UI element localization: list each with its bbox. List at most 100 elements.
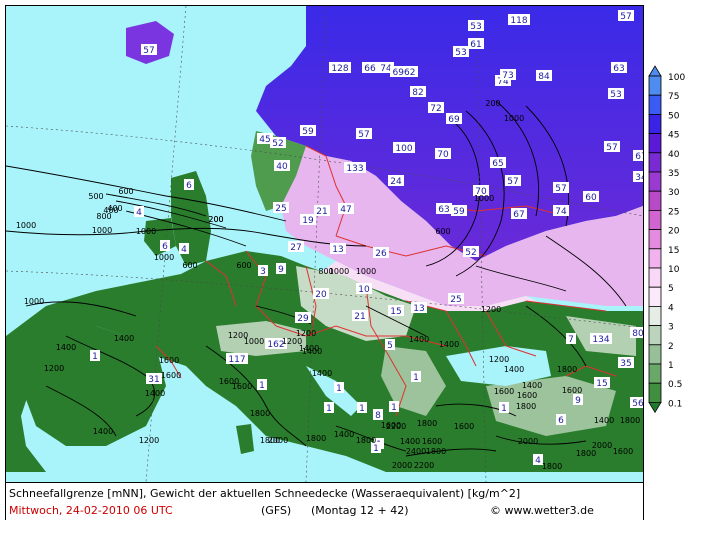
legend-arrow-bottom bbox=[648, 401, 662, 414]
color-legend: 100 75 50 45 40 35 30 25 20 15 10 5 4 3 2 1 0.5 0.1 bbox=[648, 65, 685, 414]
elevation-label: 1000 bbox=[356, 267, 376, 276]
snow-value-label: 8 bbox=[375, 411, 381, 421]
snow-value-box bbox=[633, 150, 643, 161]
snow-value-box bbox=[273, 202, 289, 213]
snow-value-label: 26 bbox=[375, 249, 387, 259]
elevation-label: 1600 bbox=[232, 382, 252, 391]
elevation-label: 1000 bbox=[244, 337, 264, 346]
snow-value-label: 63 bbox=[438, 205, 449, 215]
legend-swatch bbox=[648, 229, 662, 250]
snow-value-box bbox=[451, 205, 467, 216]
snow-value-label: 60 bbox=[585, 193, 597, 203]
snow-value-label: 25 bbox=[450, 295, 461, 305]
snow-value-label: 19 bbox=[302, 216, 314, 226]
snow-value-box bbox=[411, 371, 421, 382]
snow-value-label: 52 bbox=[465, 248, 476, 258]
snow-value-box bbox=[594, 377, 610, 388]
elevation-label: 1400 bbox=[594, 416, 614, 425]
snow-value-label: 53 bbox=[610, 90, 621, 100]
forecast-date: Mittwoch, 24-02-2010 06 UTC bbox=[9, 504, 173, 517]
snow-value-box bbox=[300, 125, 316, 136]
snow-value-box bbox=[533, 454, 543, 465]
elevation-label: 1800 bbox=[557, 365, 577, 374]
snow-value-label: 82 bbox=[412, 88, 423, 98]
elevation-label: 1800 bbox=[620, 416, 640, 425]
snow-value-box bbox=[373, 247, 389, 258]
snow-value-box bbox=[356, 283, 372, 294]
snow-value-label: 6962 bbox=[393, 68, 416, 78]
snow-value-label: 74 bbox=[497, 77, 509, 87]
snow-value-box bbox=[604, 141, 620, 152]
legend-label: 100 bbox=[668, 73, 685, 83]
snow-value-label: 10 bbox=[358, 285, 370, 295]
snow-value-label: 67 bbox=[513, 210, 524, 220]
legend-label: 75 bbox=[668, 92, 679, 102]
snow-value-box bbox=[611, 62, 627, 73]
snow-value-label: 63 bbox=[613, 64, 624, 74]
legend-swatch bbox=[648, 382, 662, 403]
elevation-label: 1000 bbox=[154, 253, 174, 262]
elevation-label: 1600 bbox=[517, 391, 537, 400]
legend-label: 35 bbox=[668, 169, 679, 179]
elevation-label: 1000 bbox=[24, 297, 44, 306]
legend-label: 40 bbox=[668, 150, 680, 160]
snow-value-box bbox=[258, 265, 268, 276]
snow-value-label: 20 bbox=[315, 290, 327, 300]
credit-link[interactable]: © www.wetter3.de bbox=[490, 504, 594, 517]
legend-swatch bbox=[648, 94, 662, 115]
snow-value-label: 57 bbox=[507, 177, 518, 187]
legend-swatch bbox=[648, 152, 662, 173]
snow-value-box bbox=[428, 102, 444, 113]
snow-value-box bbox=[436, 203, 452, 214]
elevation-label: 1800 bbox=[576, 449, 596, 458]
elevation-label: 1600 bbox=[494, 387, 514, 396]
snow-value-label: 1 bbox=[326, 404, 332, 414]
elevation-label: 1400 bbox=[409, 335, 429, 344]
snow-value-label: 57 bbox=[358, 130, 369, 140]
snow-value-label: 1 bbox=[259, 381, 265, 391]
snow-value-label: 69 bbox=[448, 115, 460, 125]
legend-swatch bbox=[648, 75, 662, 96]
snow-value-box bbox=[618, 357, 634, 368]
snow-value-box bbox=[330, 243, 346, 254]
snow-value-box bbox=[630, 397, 643, 408]
snow-value-label: 47 bbox=[340, 205, 351, 215]
britain-landmass bbox=[171, 171, 211, 266]
snow-value-label: 59 bbox=[302, 127, 314, 137]
snow-value-label: 162 bbox=[267, 340, 284, 350]
snow-value-box bbox=[536, 70, 552, 81]
snow-value-label: 27 bbox=[290, 243, 301, 253]
legend-label: 15 bbox=[668, 246, 679, 256]
elevation-label: 1000 bbox=[16, 221, 36, 230]
snow-value-box bbox=[618, 10, 634, 21]
legend-swatch bbox=[648, 248, 662, 269]
snow-value-box bbox=[490, 157, 506, 168]
snow-value-label: 1 bbox=[359, 404, 365, 414]
elevation-label: 1200 bbox=[282, 337, 302, 346]
elevation-label: 1800 bbox=[250, 409, 270, 418]
snow-value-box bbox=[556, 414, 566, 425]
legend-label: 10 bbox=[668, 265, 680, 275]
elevation-label: 600 bbox=[118, 187, 133, 196]
map-footer: Schneefallgrenze [mNN], Gewicht der aktu… bbox=[6, 482, 643, 520]
legend-swatch bbox=[648, 305, 662, 326]
elevation-label: 1000 bbox=[474, 194, 494, 203]
elevation-label: 200 bbox=[485, 99, 500, 108]
central-europe-snow bbox=[296, 266, 416, 341]
snow-value-label: 73 bbox=[502, 71, 513, 81]
elevation-label: 2200 bbox=[386, 422, 406, 431]
map-frame: 57 118 57 53 61 53 128 66 74 6962 74 73 84 63 82 53 72 69… bbox=[5, 5, 644, 520]
elevation-label: 1400 bbox=[114, 334, 134, 343]
snow-value-box bbox=[338, 203, 354, 214]
mediterranean-sea bbox=[146, 416, 366, 472]
elevation-label: 400 bbox=[107, 204, 122, 213]
elevation-label: 1400 bbox=[400, 437, 420, 446]
legend-label: 2 bbox=[668, 342, 674, 352]
snow-value-label: 13 bbox=[332, 245, 343, 255]
snow-value-box bbox=[553, 205, 569, 216]
elevation-label: 1200 bbox=[489, 355, 509, 364]
snow-value-box bbox=[257, 133, 273, 144]
snow-value-box bbox=[362, 62, 378, 73]
